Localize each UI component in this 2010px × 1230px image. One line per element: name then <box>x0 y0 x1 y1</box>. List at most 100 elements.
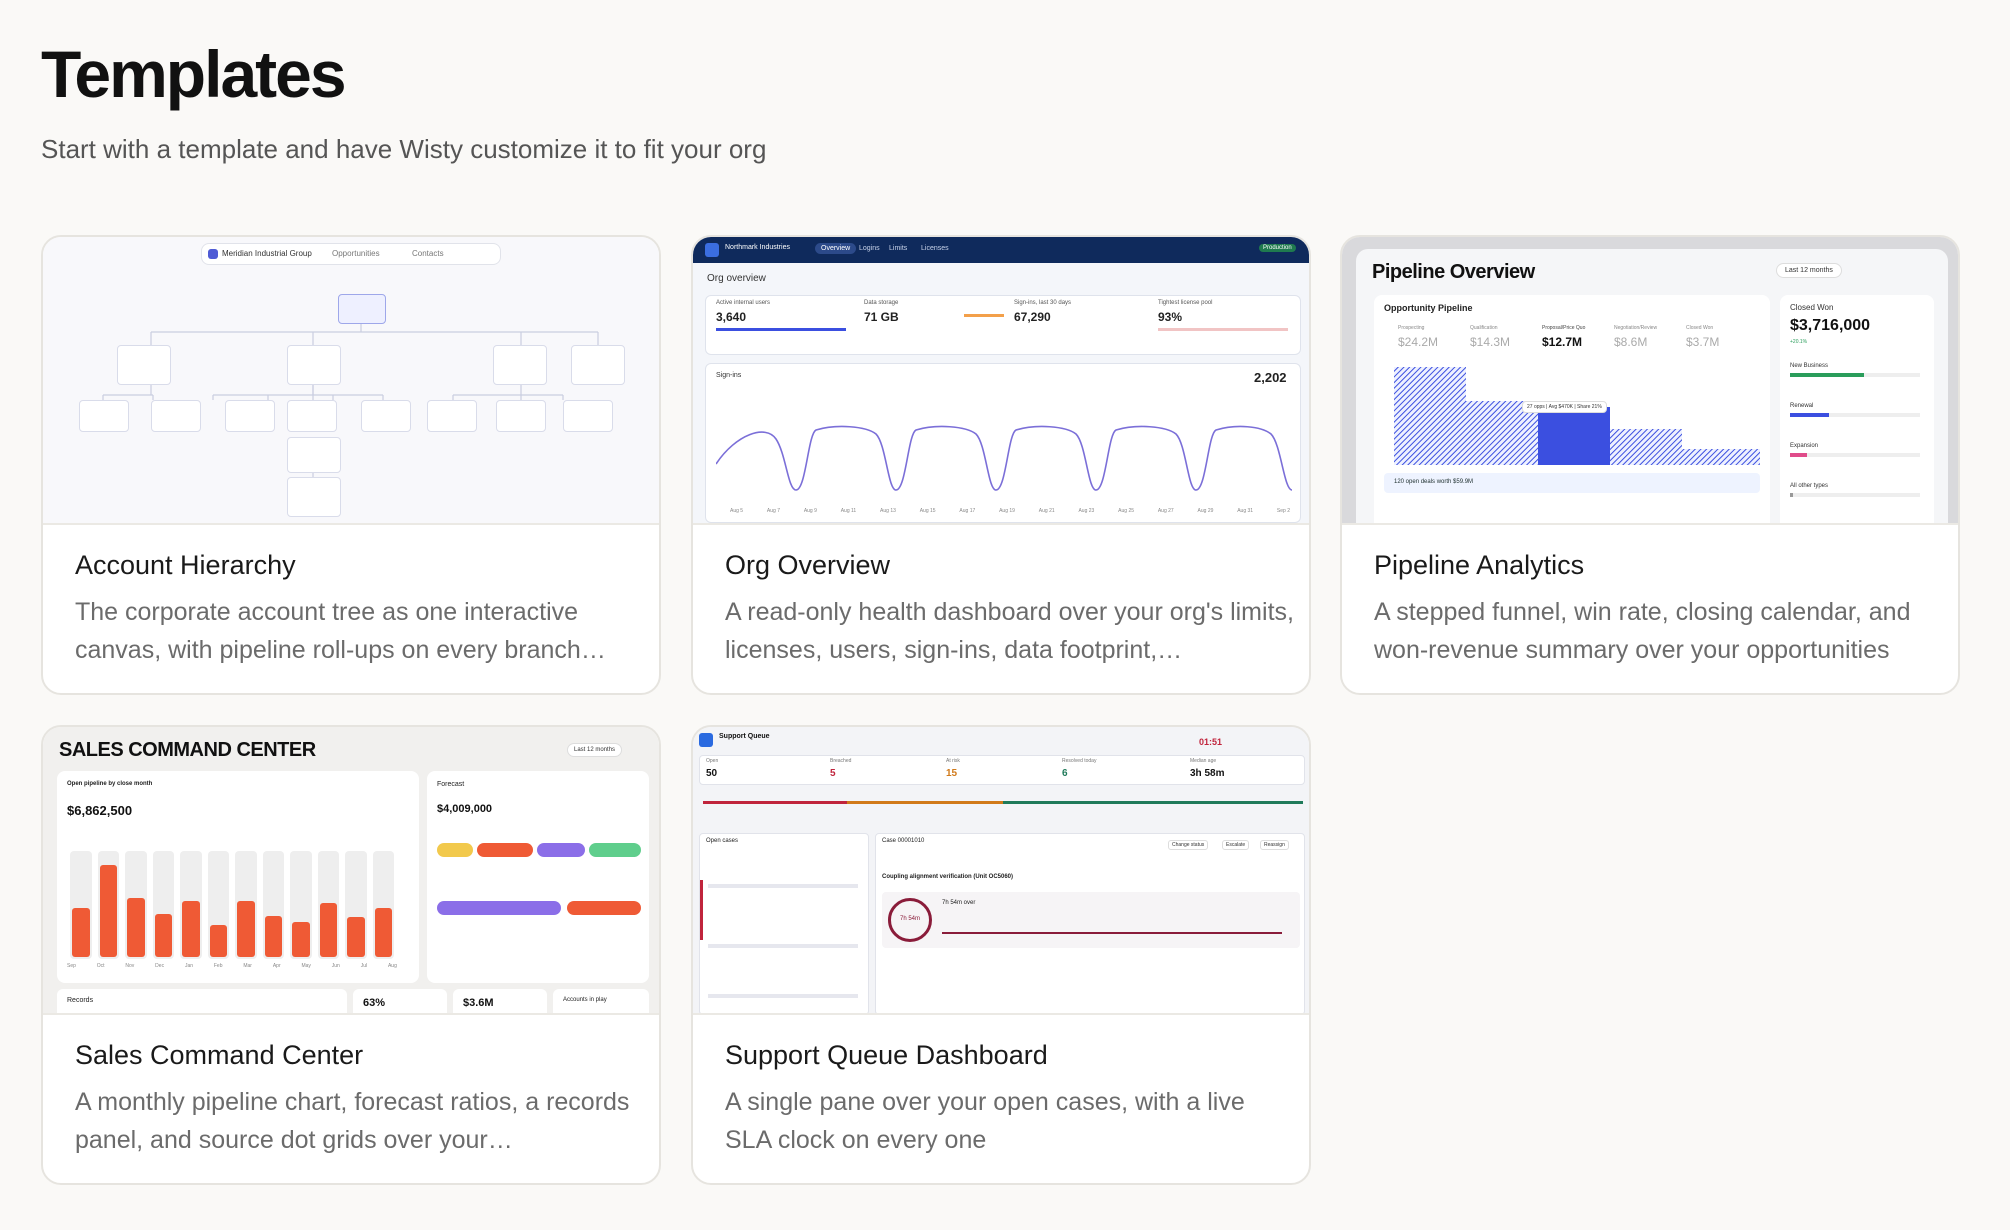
breakdown-track <box>1790 373 1920 377</box>
tree-node <box>79 400 129 432</box>
stage-label: Prospecting <box>1398 325 1425 331</box>
month-label: Nov <box>125 963 135 969</box>
forecast-panel: Forecast $4,009,000 <box>427 771 649 983</box>
toolbar-contacts: Contacts <box>412 249 444 258</box>
forecast-pill <box>537 843 585 857</box>
escalate-button: Escalate <box>1222 840 1250 850</box>
x-tick: Aug 15 <box>919 508 936 514</box>
stat-value: 15 <box>946 768 958 779</box>
env-badge: Production <box>1259 244 1296 252</box>
funnel-chart <box>1394 367 1760 465</box>
pipeline-bar-track <box>152 851 174 959</box>
x-tick: Aug 31 <box>1237 508 1254 514</box>
preview-heading: Pipeline Overview <box>1372 261 1535 283</box>
month-label: Jun <box>331 963 340 969</box>
records-label: Records <box>67 997 94 1004</box>
month-label: Sep <box>67 963 76 969</box>
card-title: Account Hierarchy <box>75 550 296 580</box>
card-description: The corporate account tree as one intera… <box>75 598 606 664</box>
records-panel: Records <box>57 989 347 1013</box>
stats-panel: Active internal users 3,640 Data storage… <box>705 295 1301 355</box>
stat-bar <box>716 328 846 331</box>
card-description: A read-only health dashboard over your o… <box>725 598 1294 664</box>
template-card-pipeline-analytics[interactable]: Pipeline Overview Last 12 months Opportu… <box>1340 235 1960 695</box>
template-card-account-hierarchy[interactable]: Meridian Industrial Group Opportunities … <box>41 235 661 695</box>
section-title: Org overview <box>707 273 766 284</box>
signins-chart: Sign-ins 2,202 Aug 5 Aug 7 Aug 9 Aug 11 … <box>705 363 1301 523</box>
reassign-button: Reassign <box>1260 840 1289 850</box>
card-description: A stepped funnel, win rate, closing cale… <box>1374 598 1911 664</box>
stat-label: Breached <box>830 758 852 764</box>
closed-label: Closed Won <box>1790 303 1834 312</box>
sla-ring <box>888 898 932 942</box>
list-title: Open cases <box>706 838 739 844</box>
month-label: May <box>301 963 311 969</box>
breakdown-label: New Business <box>1790 363 1829 369</box>
tree-node <box>117 345 171 385</box>
pipeline-bar <box>374 908 392 957</box>
stat-label: Active internal users <box>716 300 771 306</box>
x-tick: Aug 21 <box>1038 508 1055 514</box>
kpi-amount: $3.6M <box>463 997 494 1009</box>
toolbar-account: Meridian Industrial Group <box>222 249 312 258</box>
forecast-pill <box>567 901 641 915</box>
stage-label: Closed Won <box>1686 325 1714 331</box>
x-axis: Aug 5 Aug 7 Aug 9 Aug 11 Aug 13 Aug 15 A… <box>730 508 1290 518</box>
tree-node <box>493 345 547 385</box>
pipeline-bars <box>67 851 397 959</box>
kpi-amount-panel: $3.6M <box>453 989 547 1013</box>
forecast-pill <box>477 843 533 857</box>
accounts-label: Accounts in play <box>563 997 607 1003</box>
pipeline-bar <box>72 908 90 957</box>
pipeline-bar-track <box>372 851 394 959</box>
org-logo-icon <box>705 243 719 257</box>
pipeline-bar-track <box>180 851 202 959</box>
x-tick: Aug 9 <box>803 508 817 514</box>
pipeline-bar-track <box>70 851 92 959</box>
stat-label: Data storage <box>864 300 899 306</box>
card-preview: Support Queue 01:51 Open 50 Breached 5 A… <box>693 727 1309 1015</box>
tree-node <box>287 437 341 473</box>
stat-value: 3,640 <box>716 310 747 324</box>
tree-node <box>287 400 337 432</box>
template-card-sales-command-center[interactable]: SALES COMMAND CENTER Last 12 months Open… <box>41 725 661 1185</box>
x-tick: Aug 27 <box>1157 508 1174 514</box>
x-tick: Aug 17 <box>959 508 976 514</box>
tree-node <box>287 477 341 517</box>
change-status-button: Change status <box>1168 840 1209 850</box>
pipeline-bar <box>127 898 145 957</box>
pipeline-panel: Open pipeline by close month $6,862,500 … <box>57 771 419 983</box>
pipeline-bar <box>264 916 282 957</box>
stat-value: 3h 58m <box>1190 768 1225 779</box>
case-subject: Coupling alignment verification (Unit OC… <box>882 874 1014 880</box>
template-card-org-overview[interactable]: Northmark Industries Overview Logins Lim… <box>691 235 1311 695</box>
stage-label: Proposal/Price Quo <box>1542 325 1586 331</box>
month-label: Jan <box>184 963 193 969</box>
stat-label: At risk <box>946 758 960 764</box>
x-tick: Aug 25 <box>1118 508 1135 514</box>
x-tick: Aug 23 <box>1078 508 1095 514</box>
card-preview: Meridian Industrial Group Opportunities … <box>43 237 659 525</box>
funnel-panel: Opportunity Pipeline Prospecting $24.2M … <box>1374 295 1770 523</box>
stats-row: Open 50 Breached 5 At risk 15 Resolved t… <box>699 755 1305 785</box>
month-label: Mar <box>243 963 252 969</box>
closed-won-panel: Closed Won $3,716,000 +20.1% New Busines… <box>1780 295 1934 523</box>
org-name: Northmark Industries <box>725 244 790 251</box>
case-detail: Case 00001010 Change status Escalate Rea… <box>875 833 1305 1013</box>
x-tick: Aug 19 <box>999 508 1015 514</box>
chart-title: Sign-ins <box>716 372 742 379</box>
pipeline-bar-track <box>345 851 367 959</box>
x-tick: Aug 29 <box>1197 508 1214 514</box>
card-title: Org Overview <box>725 550 891 580</box>
card-description: A monthly pipeline chart, forecast ratio… <box>75 1088 630 1154</box>
month-axis: Sep Oct Nov Dec Jan Feb Mar Apr May Jun Jul Aug <box>67 963 397 973</box>
selected-indicator <box>700 880 703 940</box>
template-card-support-queue[interactable]: Support Queue 01:51 Open 50 Breached 5 A… <box>691 725 1311 1185</box>
stat-bar <box>964 314 1004 317</box>
forecast-pill <box>437 901 561 915</box>
toolbar-opportunities: Opportunities <box>332 249 380 258</box>
stage-value: $8.6M <box>1614 335 1648 349</box>
closed-delta: +20.1% <box>1790 339 1808 345</box>
forecast-pill <box>589 843 641 857</box>
forecast-label: Forecast <box>437 781 465 788</box>
